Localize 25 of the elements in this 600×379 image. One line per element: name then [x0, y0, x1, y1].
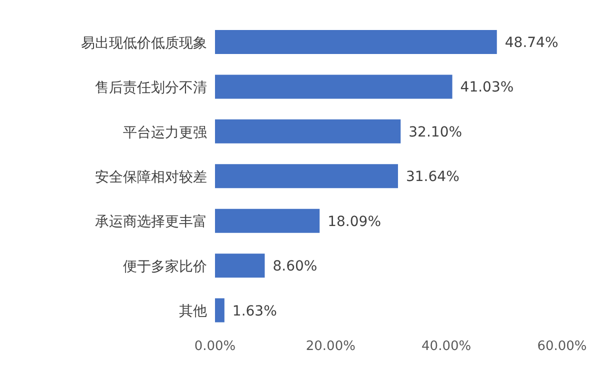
bar: [215, 164, 398, 188]
y-tick-label: 便于多家比价: [123, 258, 207, 275]
data-label: 31.64%: [406, 169, 460, 186]
x-tick-label: 40.00%: [422, 339, 472, 354]
y-tick-label: 易出现低价低质现象: [81, 35, 207, 52]
y-tick-label: 平台运力更强: [123, 124, 207, 141]
y-tick-label: 承运商选择更丰富: [95, 214, 207, 230]
data-label: 48.74%: [504, 34, 558, 51]
x-tick-label: 20.00%: [306, 339, 356, 354]
bar: [215, 208, 320, 233]
bar: [215, 254, 265, 278]
bar: [215, 298, 224, 322]
data-label: 32.10%: [408, 124, 462, 140]
bar: [215, 119, 401, 144]
data-label: 8.60%: [272, 258, 318, 275]
y-tick-label: 安全保障相对较差: [95, 169, 207, 186]
y-tick-label: 其他: [179, 304, 207, 320]
data-label: 1.63%: [232, 303, 277, 320]
y-tick-label: 售后责任划分不清: [95, 80, 207, 96]
data-label: 41.03%: [460, 80, 514, 96]
x-tick-label: 60.00%: [537, 339, 587, 354]
bar: [215, 30, 497, 54]
x-tick-label: 0.00%: [194, 339, 236, 354]
bar: [215, 74, 452, 99]
data-label: 18.09%: [328, 214, 382, 230]
